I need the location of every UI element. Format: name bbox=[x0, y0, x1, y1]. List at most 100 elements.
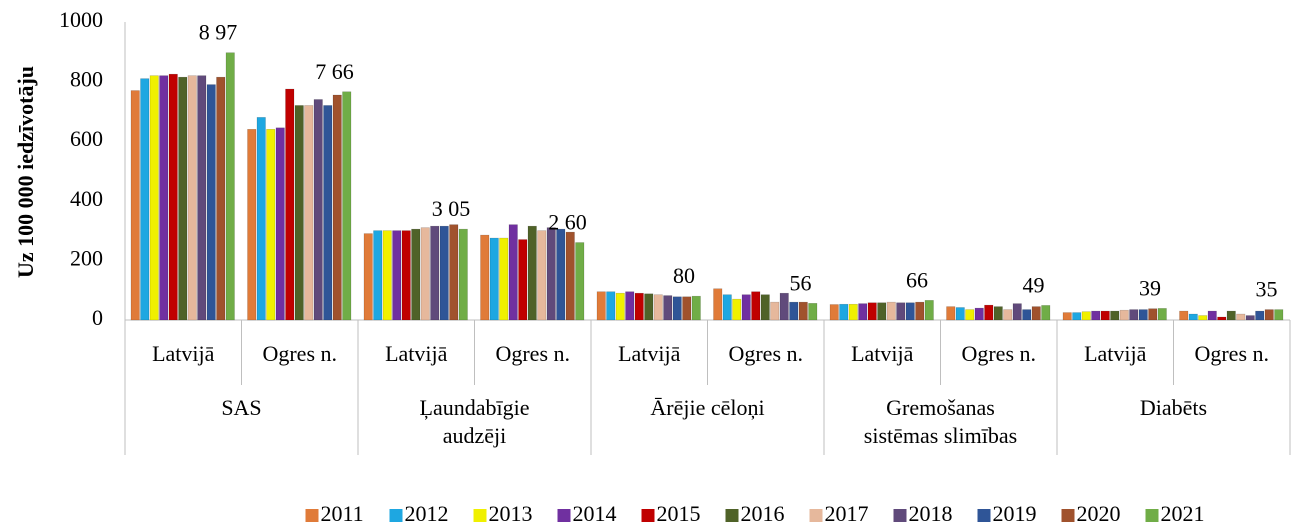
y-tick-label: 200 bbox=[70, 245, 103, 270]
bar bbox=[955, 307, 965, 321]
x-tick-label: Ogres n. bbox=[262, 341, 337, 366]
bar bbox=[1022, 309, 1032, 321]
group-label: Ārējie cēloņi bbox=[650, 395, 764, 420]
bar bbox=[537, 230, 547, 321]
data-label: 2 60 bbox=[548, 210, 587, 235]
bar bbox=[1148, 308, 1158, 321]
bar bbox=[634, 292, 644, 321]
bar bbox=[508, 224, 518, 321]
legend-label: 2011 bbox=[321, 501, 364, 526]
legend-label: 2015 bbox=[657, 501, 701, 526]
bar bbox=[373, 230, 383, 321]
bar bbox=[1179, 310, 1189, 321]
x-tick-label: Latvijā bbox=[385, 341, 448, 366]
legend-label: 2016 bbox=[741, 501, 785, 526]
bar bbox=[575, 242, 585, 321]
group-label: sistēmas slimības bbox=[864, 423, 1017, 448]
bar bbox=[984, 304, 994, 321]
bar bbox=[1119, 309, 1129, 321]
legend-swatch bbox=[893, 509, 907, 522]
bar bbox=[905, 302, 915, 321]
x-tick-label: Ogres n. bbox=[728, 341, 803, 366]
bar bbox=[1207, 310, 1217, 321]
bar bbox=[653, 294, 663, 321]
bar bbox=[1081, 311, 1091, 321]
group-label: audzēji bbox=[443, 423, 507, 448]
x-tick-label: Ogres n. bbox=[961, 341, 1036, 366]
bar bbox=[625, 291, 635, 321]
bar bbox=[896, 302, 906, 321]
bar bbox=[499, 237, 509, 321]
data-label: 80 bbox=[673, 263, 695, 288]
bar bbox=[760, 294, 770, 321]
bar bbox=[1072, 312, 1082, 321]
bar bbox=[206, 84, 216, 321]
data-label: 56 bbox=[790, 270, 812, 295]
bar bbox=[946, 306, 956, 321]
data-label: 35 bbox=[1256, 277, 1278, 302]
bar bbox=[965, 309, 975, 321]
bar bbox=[304, 105, 314, 321]
group-label: Ļaundabīgie bbox=[420, 395, 530, 420]
y-axis-title: Uz 100 000 iedzīvotāju bbox=[13, 66, 38, 278]
y-tick-label: 0 bbox=[92, 305, 103, 330]
group-label: Diabēts bbox=[1140, 395, 1207, 420]
legend-label: 2019 bbox=[993, 501, 1037, 526]
y-tick-label: 600 bbox=[70, 126, 103, 151]
bar bbox=[149, 75, 159, 321]
bar bbox=[323, 105, 333, 321]
bar bbox=[615, 292, 625, 321]
x-tick-label: Ogres n. bbox=[1194, 341, 1269, 366]
bar bbox=[130, 90, 140, 321]
bar bbox=[751, 291, 761, 321]
bar bbox=[993, 306, 1003, 321]
bar bbox=[606, 291, 616, 321]
legend-label: 2018 bbox=[909, 501, 953, 526]
legend-swatch bbox=[977, 509, 991, 522]
bar bbox=[382, 230, 392, 321]
bar bbox=[924, 300, 934, 321]
bar bbox=[672, 296, 682, 321]
x-tick-label: Latvijā bbox=[152, 341, 215, 366]
bar bbox=[449, 224, 459, 321]
legend-label: 2017 bbox=[825, 501, 869, 526]
bar bbox=[798, 301, 808, 321]
bar bbox=[197, 75, 207, 321]
bar bbox=[187, 75, 197, 321]
x-tick-label: Ogres n. bbox=[495, 341, 570, 366]
bar bbox=[294, 105, 304, 321]
x-tick-label: Latvijā bbox=[851, 341, 914, 366]
bar bbox=[1062, 312, 1072, 321]
bar bbox=[682, 296, 692, 321]
bar bbox=[1245, 315, 1255, 321]
bar bbox=[596, 291, 606, 321]
bar bbox=[178, 76, 188, 321]
bar bbox=[518, 239, 528, 321]
bar bbox=[1255, 310, 1265, 321]
bar bbox=[458, 228, 468, 321]
bar bbox=[808, 303, 818, 321]
bar bbox=[159, 75, 169, 321]
bar bbox=[867, 302, 877, 321]
bar bbox=[713, 288, 723, 321]
data-label: 8 97 bbox=[199, 20, 238, 45]
legend-swatch bbox=[641, 509, 655, 522]
group-label: Gremošanas bbox=[886, 395, 995, 420]
bar bbox=[392, 230, 402, 321]
x-tick-label: Latvijā bbox=[618, 341, 681, 366]
bar bbox=[1091, 310, 1101, 321]
bar bbox=[848, 303, 858, 321]
legend-label: 2012 bbox=[405, 501, 449, 526]
bar bbox=[439, 225, 449, 321]
legend-label: 2021 bbox=[1161, 501, 1205, 526]
bar bbox=[285, 88, 295, 321]
bar bbox=[722, 294, 732, 321]
bar bbox=[691, 295, 701, 321]
bar bbox=[420, 227, 430, 321]
bar bbox=[480, 234, 490, 321]
bar bbox=[266, 129, 276, 321]
bar bbox=[1157, 308, 1167, 321]
data-label: 39 bbox=[1139, 275, 1161, 300]
legend-label: 2014 bbox=[573, 501, 617, 526]
bar bbox=[140, 78, 150, 321]
